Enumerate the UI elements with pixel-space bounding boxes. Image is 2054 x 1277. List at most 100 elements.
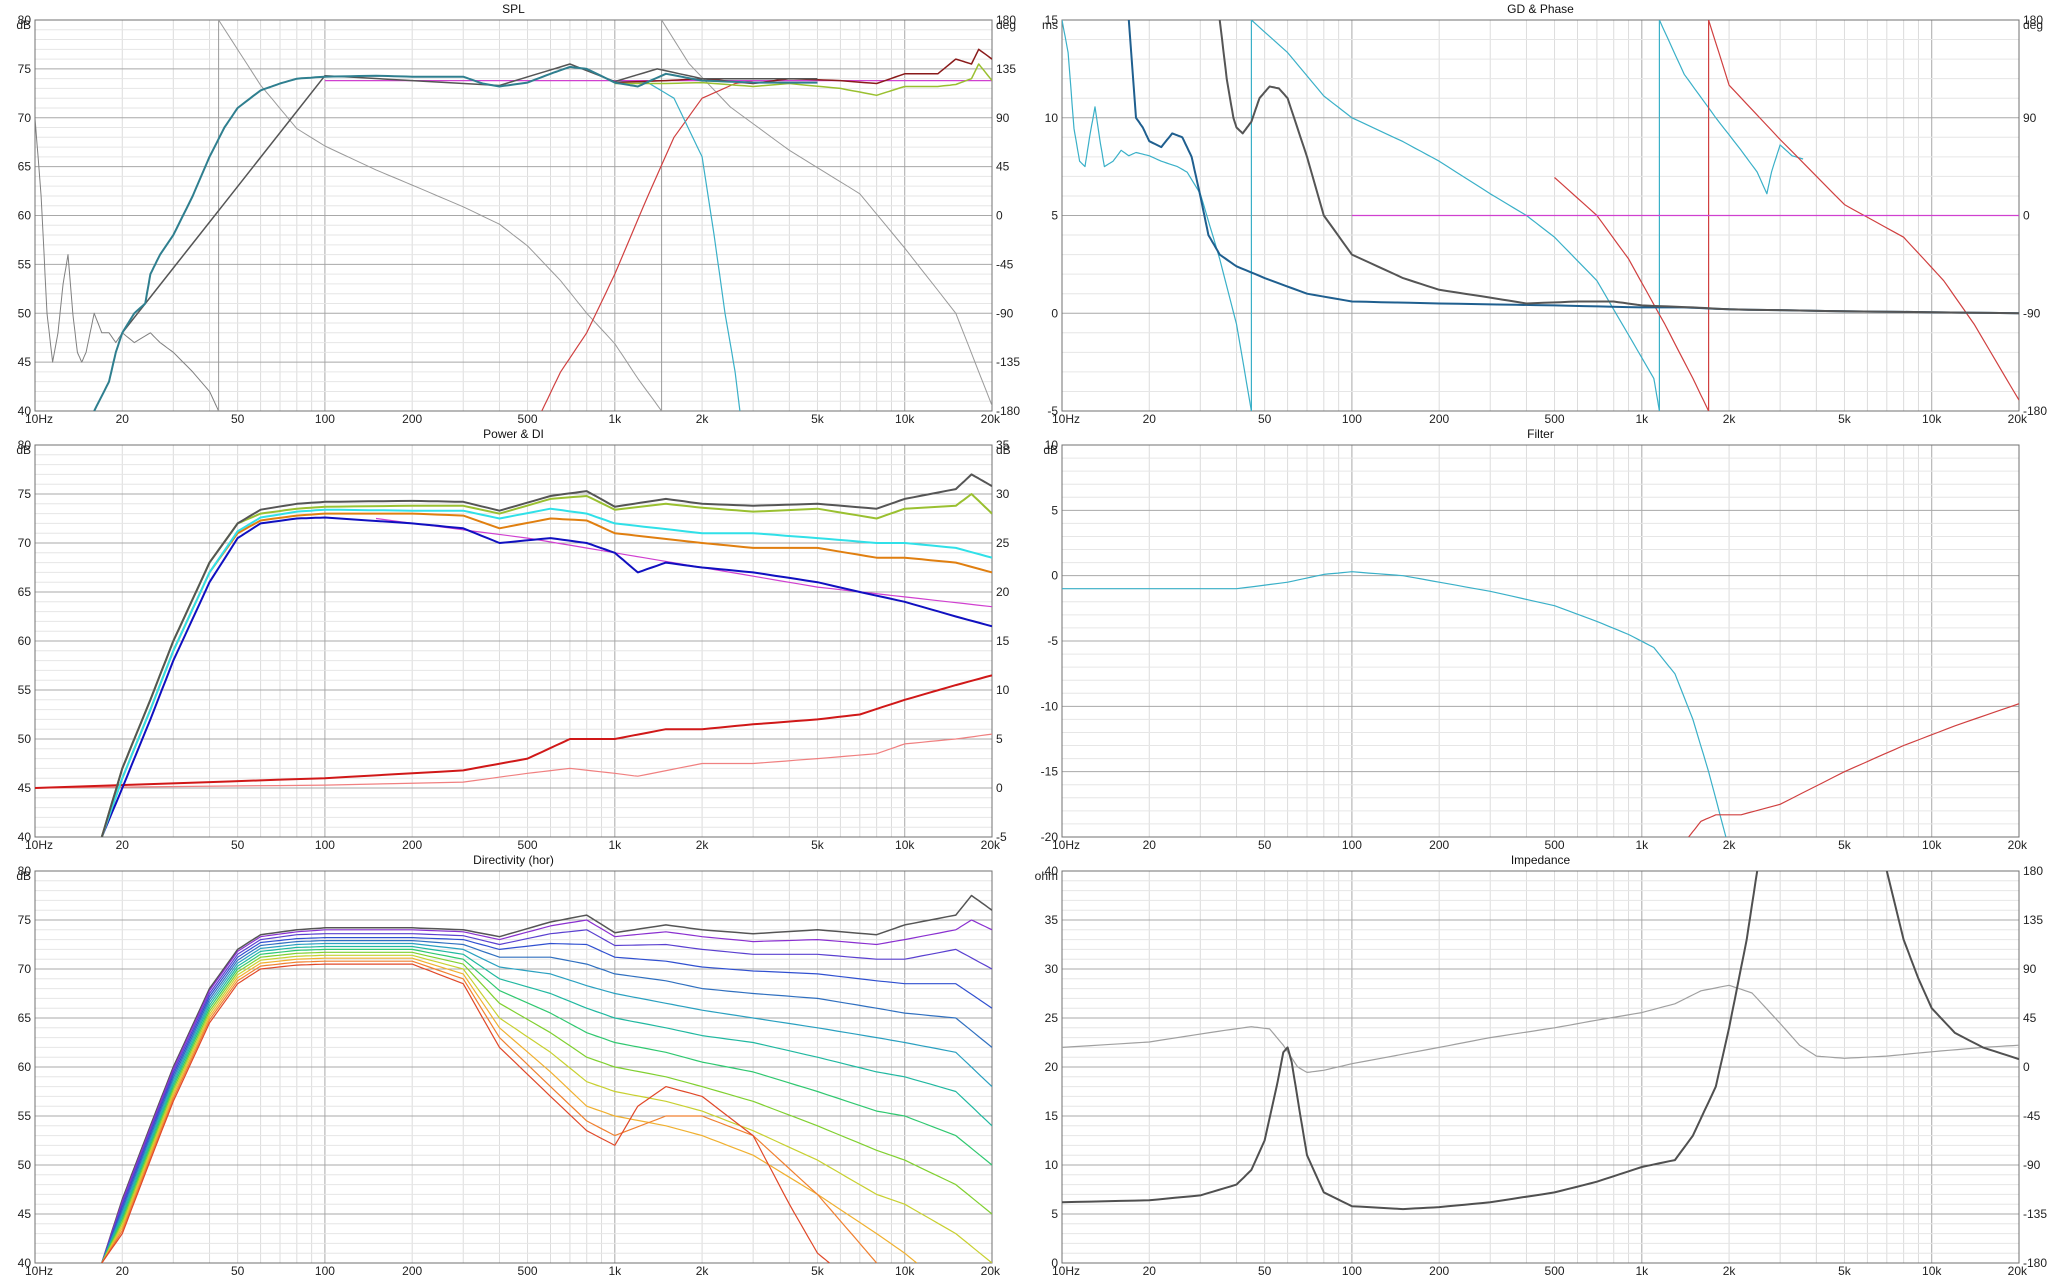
filter-x-tick-label: 20	[1143, 838, 1157, 852]
gd-x-tick-label: 50	[1258, 412, 1272, 426]
power-y-tick-label: 45	[18, 781, 32, 795]
filter-grid	[1061, 444, 2020, 838]
power-y2-tick-label: 15	[996, 634, 1010, 648]
directivity-series-line	[101, 937, 992, 1263]
gd-x-tick-label: 200	[1429, 412, 1449, 426]
directivity-x-tick-label: 5k	[811, 1264, 825, 1277]
power-y2-tick-label: -5	[996, 830, 1007, 844]
power-y-tick-label: 55	[18, 683, 32, 697]
spl-panel: SPL 10Hz 20 50 100 200 500 1k 2k 5k 10k 20k 40 45 50 55…	[0, 0, 1027, 426]
impedance-y2-tick-label: 90	[2023, 962, 2037, 976]
spl-y-tick-label: 40	[18, 404, 32, 418]
gd-y-tick-label: 5	[1051, 209, 1058, 223]
impedance-x-tick-label: 100	[1342, 1264, 1362, 1277]
directivity-y-tick-label: 55	[18, 1109, 32, 1123]
power-y-tick-label: 75	[18, 487, 32, 501]
filter-y-tick-label: 0	[1051, 569, 1058, 583]
filter-x-tick-label: 2k	[1723, 838, 1737, 852]
spl-y-tick-label: 55	[18, 257, 32, 271]
gd-series-line	[1062, 20, 1252, 411]
impedance-x-tick-label: 20	[1143, 1264, 1157, 1277]
impedance-y2-tick-label: 135	[2023, 913, 2043, 927]
power-x-tick-label: 20k	[981, 838, 1001, 852]
spl-chart: SPL 10Hz 20 50 100 200 500 1k 2k 5k 10k 20k 40 45 50 55…	[16, 2, 1020, 426]
filter-title: Filter	[1527, 427, 1554, 441]
directivity-series-line	[101, 945, 992, 1263]
filter-panel: Filter 10Hz 20 50 100 200 500 1k 2k 5k 10k 20k -20 -1…	[1027, 425, 2054, 852]
gd-y-tick-label: 15	[1045, 13, 1059, 27]
gd-series-group	[1062, 20, 2019, 411]
spl-x-tick-label: 2k	[696, 412, 710, 426]
gd-y-tick-label: 10	[1045, 111, 1059, 125]
spl-y2-tick-label: 90	[996, 111, 1010, 125]
filter-plot-frame	[1061, 444, 2020, 838]
power-di-panel: Power & DI 10Hz 20 50 100 200 500 1k 2k 5k 10k 20k 4…	[0, 425, 1027, 852]
directivity-y-tick-label: 65	[18, 1011, 32, 1025]
gd-series-line	[1658, 20, 1804, 411]
spl-series-line	[218, 20, 663, 411]
impedance-x-tick-label: 200	[1429, 1264, 1449, 1277]
impedance-y2-tick-label: 0	[2023, 1060, 2030, 1074]
spl-y-tick-label: 80	[18, 13, 32, 27]
filter-y-tick-label: 10	[1045, 438, 1059, 452]
filter-y-unit: dB	[1043, 443, 1058, 457]
power-y-tick-label: 50	[18, 732, 32, 746]
impedance-y-tick-label: 5	[1051, 1207, 1058, 1221]
spl-y-tick-label: 70	[18, 111, 32, 125]
directivity-series-line	[101, 957, 918, 1263]
power-y-tick-label: 65	[18, 585, 32, 599]
power-series-line	[35, 674, 992, 789]
directivity-panel: Directivity (hor) 10Hz 20 50 100 200 500 1k 2k 5k…	[0, 851, 1027, 1277]
spl-y2-tick-label: 135	[996, 62, 1016, 76]
impedance-series-line	[1062, 871, 1759, 1211]
spl-y2-unit: deg	[996, 18, 1016, 32]
filter-x-tick-label: 10k	[1922, 838, 1942, 852]
spl-y-tick-label: 60	[18, 209, 32, 223]
spl-series-line	[614, 80, 741, 411]
directivity-series-line	[101, 894, 992, 1263]
filter-x-tick-label: 500	[1545, 838, 1565, 852]
impedance-series-line	[1885, 871, 2019, 1061]
impedance-y-tick-label: 35	[1045, 913, 1059, 927]
spl-x-tick-label: 5k	[811, 412, 825, 426]
gd-y2-tick-label: 90	[2023, 111, 2037, 125]
gd-series-line	[1250, 20, 1660, 411]
impedance-x-tick-label: 50	[1258, 1264, 1272, 1277]
spl-series-line	[121, 63, 818, 334]
spl-x-tick-label: 100	[315, 412, 335, 426]
impedance-y-tick-label: 15	[1045, 1109, 1059, 1123]
impedance-panel: Impedance 10Hz 20 50 100 200 500 1k 2k 5k 10k 20k 0 5…	[1027, 851, 2054, 1277]
impedance-y-tick-label: 20	[1045, 1060, 1059, 1074]
power-title: Power & DI	[483, 427, 544, 441]
directivity-series-line	[101, 940, 992, 1263]
spl-plot-frame	[34, 19, 993, 412]
spl-y2-tick-label: 45	[996, 160, 1010, 174]
impedance-x-tick-label: 20k	[2008, 1264, 2028, 1277]
impedance-y2-tick-label: 45	[2023, 1011, 2037, 1025]
gd-x-tick-label: 1k	[1635, 412, 1649, 426]
gd-title: GD & Phase	[1507, 2, 1574, 16]
power-y2-tick-label: 20	[996, 585, 1010, 599]
filter-x-tick-label: 5k	[1838, 838, 1852, 852]
spl-x-tick-label: 500	[518, 412, 538, 426]
directivity-series-line	[101, 963, 830, 1263]
filter-y-tick-label: -10	[1041, 699, 1059, 713]
gd-y-tick-label: -5	[1047, 404, 1058, 418]
impedance-y2-tick-label: -135	[2023, 1207, 2047, 1221]
impedance-y-unit: ohm	[1035, 869, 1058, 883]
impedance-y2-tick-label: -90	[2023, 1158, 2041, 1172]
directivity-y-tick-label: 40	[18, 1256, 32, 1270]
impedance-y-tick-label: 0	[1051, 1256, 1058, 1270]
power-y2-tick-label: 5	[996, 732, 1003, 746]
power-series-line	[100, 516, 992, 837]
power-x-tick-label: 10Hz	[25, 838, 53, 852]
power-y-tick-label: 80	[18, 438, 32, 452]
spl-title: SPL	[502, 2, 525, 16]
power-series-line	[100, 473, 992, 837]
directivity-y-tick-label: 75	[18, 913, 32, 927]
spl-x-tick-label: 200	[402, 412, 422, 426]
directivity-x-tick-label: 20	[116, 1264, 130, 1277]
impedance-x-tick-label: 10k	[1922, 1264, 1942, 1277]
gd-y2-tick-label: -180	[2023, 404, 2047, 418]
